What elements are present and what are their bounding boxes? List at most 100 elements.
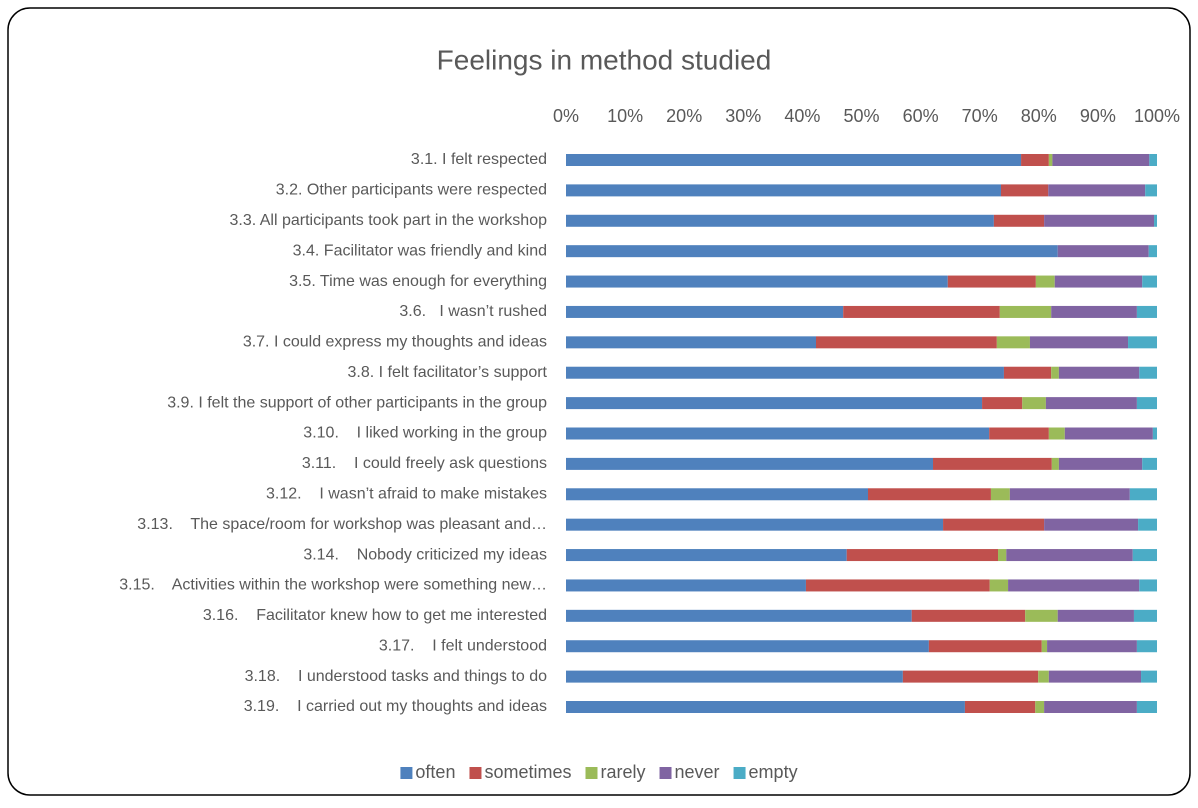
bar-segment bbox=[566, 366, 1004, 379]
bar-segment bbox=[1052, 154, 1150, 166]
legend-label: never bbox=[675, 762, 720, 782]
bar-segment bbox=[566, 154, 1022, 166]
bar-segment bbox=[1029, 336, 1129, 349]
bar-segment bbox=[815, 336, 997, 349]
x-tick-label: 50% bbox=[843, 106, 879, 126]
bar-segment bbox=[566, 609, 912, 622]
category-label: 3.3. All participants took part in the w… bbox=[229, 212, 547, 229]
x-tick-label: 20% bbox=[666, 106, 702, 126]
category-label: 3.16. Facilitator knew how to get me int… bbox=[203, 607, 547, 624]
bar-segment bbox=[1139, 579, 1157, 592]
bar-segment bbox=[1022, 397, 1046, 410]
bar-segment bbox=[1136, 397, 1157, 410]
bar-segment bbox=[566, 214, 994, 227]
bar-segment bbox=[1038, 670, 1049, 683]
bar-segment bbox=[1003, 366, 1052, 379]
bar-segment bbox=[1009, 488, 1130, 501]
bar-segment bbox=[566, 427, 990, 440]
x-tick-label: 30% bbox=[725, 106, 761, 126]
bar-segment bbox=[990, 488, 1010, 501]
bar-segment bbox=[993, 214, 1045, 227]
bar-segment bbox=[1152, 427, 1157, 440]
legend-label: rarely bbox=[601, 762, 646, 782]
bar-segment bbox=[868, 488, 991, 501]
x-tick-label: 60% bbox=[903, 106, 939, 126]
category-label: 3.2. Other participants were respected bbox=[276, 182, 547, 199]
bar-segment bbox=[1057, 245, 1149, 258]
bar-segment bbox=[1048, 154, 1053, 166]
bar-segment bbox=[933, 457, 1052, 470]
legend-swatch bbox=[585, 767, 598, 779]
bar-segment bbox=[982, 397, 1023, 410]
bar-segment bbox=[1136, 640, 1157, 653]
bar-segment bbox=[566, 549, 847, 562]
category-label: 3.9. I felt the support of other partici… bbox=[167, 394, 547, 411]
bar-segment bbox=[566, 579, 806, 592]
bar-segment bbox=[1035, 701, 1045, 713]
legend-label: sometimes bbox=[484, 762, 571, 782]
bar-segment bbox=[1047, 640, 1137, 653]
bar-segment bbox=[566, 184, 1001, 197]
bar-segment bbox=[1149, 154, 1157, 166]
bar-segment bbox=[805, 579, 990, 592]
bar-segment bbox=[1051, 366, 1059, 379]
bar-segment bbox=[989, 427, 1049, 440]
bar-segment bbox=[1035, 275, 1055, 288]
category-label: 3.13. The space/room for workshop was pl… bbox=[137, 516, 547, 533]
bar-segment bbox=[566, 701, 965, 713]
bar-segment bbox=[1041, 640, 1048, 653]
bar-segment bbox=[1051, 457, 1059, 470]
bar-segment bbox=[1006, 549, 1133, 562]
x-tick-label: 100% bbox=[1134, 106, 1180, 126]
bar-segment bbox=[989, 579, 1009, 592]
bar-segment bbox=[1145, 184, 1157, 197]
bar-segment bbox=[1044, 214, 1155, 227]
bar-segment bbox=[1129, 488, 1157, 501]
bar-segment bbox=[1058, 457, 1143, 470]
bar-segment bbox=[902, 670, 1039, 683]
bar-segment bbox=[566, 245, 1058, 258]
bar-segment bbox=[566, 397, 983, 410]
legend-label: often bbox=[415, 762, 455, 782]
bar-segment bbox=[1044, 701, 1137, 713]
bar-segment bbox=[846, 549, 999, 562]
bar-segment bbox=[566, 336, 816, 349]
legend-swatch bbox=[733, 767, 746, 779]
legend-swatch bbox=[659, 767, 672, 779]
bar-segment bbox=[1054, 275, 1143, 288]
bar-segment bbox=[1154, 214, 1157, 227]
x-tick-label: 70% bbox=[962, 106, 998, 126]
bar-segment bbox=[943, 518, 1045, 531]
bar-segment bbox=[1008, 579, 1140, 592]
bar-segment bbox=[1045, 397, 1137, 410]
bar-segment bbox=[1136, 701, 1157, 713]
bar-segment bbox=[1000, 184, 1049, 197]
bar-segment bbox=[1142, 457, 1157, 470]
bar-segment bbox=[1051, 305, 1137, 318]
bar-segment bbox=[964, 701, 1036, 713]
category-label: 3.17. I felt understood bbox=[379, 637, 547, 654]
category-label: 3.19. I carried out my thoughts and idea… bbox=[244, 698, 547, 715]
bar-segment bbox=[1133, 609, 1157, 622]
category-label: 3.8. I felt facilitator’s support bbox=[347, 364, 547, 381]
x-tick-label: 0% bbox=[553, 106, 579, 126]
bar-segment bbox=[1048, 670, 1142, 683]
bar-segment bbox=[1132, 549, 1157, 562]
bar-segment bbox=[566, 640, 929, 653]
category-label: 3.12. I wasn’t afraid to make mistakes bbox=[266, 485, 547, 502]
bar-segment bbox=[1064, 427, 1153, 440]
bar-segment bbox=[566, 275, 948, 288]
bar-segment bbox=[998, 549, 1007, 562]
bar-segment bbox=[1057, 609, 1134, 622]
bar-segment bbox=[996, 336, 1030, 349]
category-label: 3.11. I could freely ask questions bbox=[302, 455, 547, 472]
category-label: 3.18. I understood tasks and things to d… bbox=[245, 668, 548, 685]
category-label: 3.4. Facilitator was friendly and kind bbox=[293, 242, 547, 259]
category-label: 3.6. I wasn’t rushed bbox=[399, 303, 547, 320]
bar-segment bbox=[1148, 245, 1157, 258]
category-label: 3.5. Time was enough for everything bbox=[289, 273, 547, 290]
bar-segment bbox=[566, 457, 934, 470]
bar-segment bbox=[1048, 427, 1065, 440]
bar-segment bbox=[566, 670, 903, 683]
